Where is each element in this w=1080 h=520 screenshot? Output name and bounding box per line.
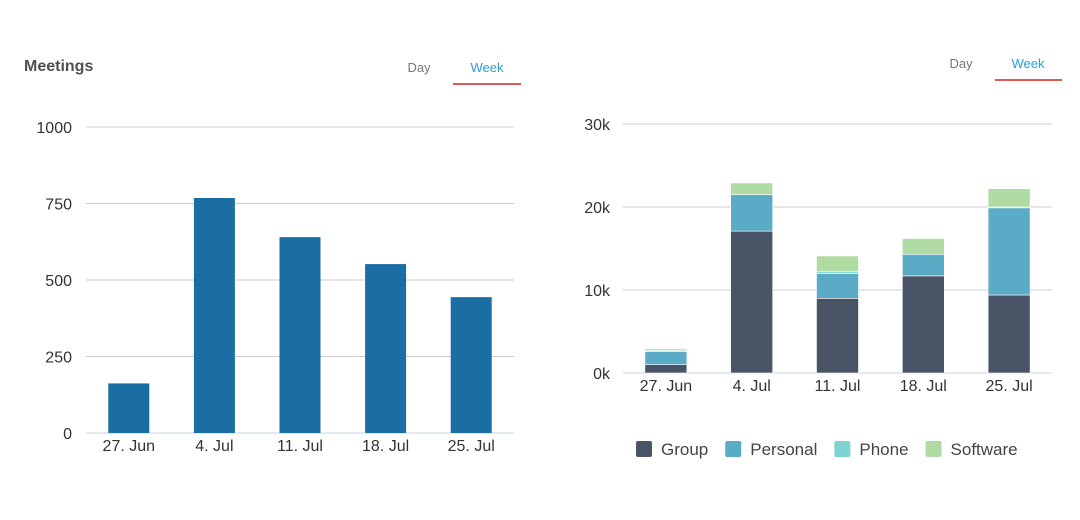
legend-label-software: Software [951, 440, 1018, 459]
x-tick-label: 11. Jul [277, 438, 323, 455]
x-tick-label: 25. Jul [986, 378, 1033, 395]
bar [108, 383, 150, 433]
legend-swatch-software [925, 441, 942, 457]
bar-segment-personal [901, 254, 945, 277]
bar-segment-software [816, 255, 859, 273]
bar [365, 264, 407, 433]
legend-swatch-personal [725, 441, 742, 457]
y-tick-label: 30k [584, 117, 611, 134]
tab-day[interactable]: Day [407, 60, 431, 75]
meetings-by-type-panel: Day Week 0k 10k 20k 30k 27. Jun 4. Jul 11. Jul… [540, 0, 1080, 520]
x-tick-label: 11. Jul [815, 378, 861, 395]
legend-label-group: Group [661, 440, 708, 459]
bar [279, 237, 321, 433]
y-tick-label: 0 [63, 426, 72, 443]
x-tick-label: 27. Jun [640, 378, 692, 395]
legend-swatch-group [636, 441, 652, 457]
bar-segment-personal [987, 207, 1031, 296]
y-tick-label: 20k [584, 200, 611, 217]
tab-week[interactable]: Week [470, 60, 504, 75]
bar-segment-personal [816, 273, 859, 299]
x-tick-label: 4. Jul [195, 438, 233, 455]
x-tick-label: 4. Jul [733, 378, 771, 395]
x-tick-label: 18. Jul [900, 378, 947, 395]
active-tab-underline [995, 79, 1062, 81]
bar-segment-software [987, 188, 1031, 208]
y-tick-label: 1000 [36, 120, 72, 137]
bar [450, 297, 492, 433]
y-tick-label: 500 [45, 273, 72, 290]
period-tabs: Day Week [390, 60, 530, 90]
bar-segment-group [730, 230, 773, 374]
panel-title: Meetings [24, 58, 94, 75]
active-tab-underline [453, 83, 521, 85]
bar [193, 197, 235, 433]
bar-segment-software [730, 182, 773, 195]
y-tick-label: 0k [593, 366, 611, 383]
bar-segment-group [987, 294, 1031, 374]
x-tick-label: 27. Jun [103, 438, 155, 455]
legend-swatch-phone [834, 441, 851, 457]
y-tick-label: 750 [45, 197, 72, 214]
tab-week[interactable]: Week [1011, 56, 1045, 71]
y-tick-label: 250 [45, 350, 72, 367]
bar-segment-personal [644, 351, 688, 366]
legend-label-personal: Personal [750, 440, 817, 459]
bar-segment-software [901, 238, 945, 255]
y-tick-label: 10k [584, 283, 611, 300]
x-tick-label: 25. Jul [448, 438, 495, 455]
legend-label-phone: Phone [859, 440, 908, 459]
bar-segment-software [644, 348, 688, 351]
bar-segment-group [816, 297, 859, 374]
meetings-panel: Meetings Day Week 0 250 500 750 1000 27. Jun 4… [24, 58, 530, 455]
bar-segment-group [644, 364, 688, 374]
x-tick-label: 18. Jul [362, 438, 409, 455]
tab-day[interactable]: Day [949, 56, 973, 71]
stacked-bar-chart: 0k 10k 20k 30k 27. Jun 4. Jul 11. Jul 18. Jul 25… [584, 117, 1052, 459]
bar-segment-group [901, 275, 945, 374]
meetings-bar-chart: 0 250 500 750 1000 27. Jun 4. Jul 11. Jul 18. Ju… [36, 120, 514, 455]
bar-segment-personal [730, 194, 773, 232]
period-tabs: Day Week [938, 56, 1078, 86]
